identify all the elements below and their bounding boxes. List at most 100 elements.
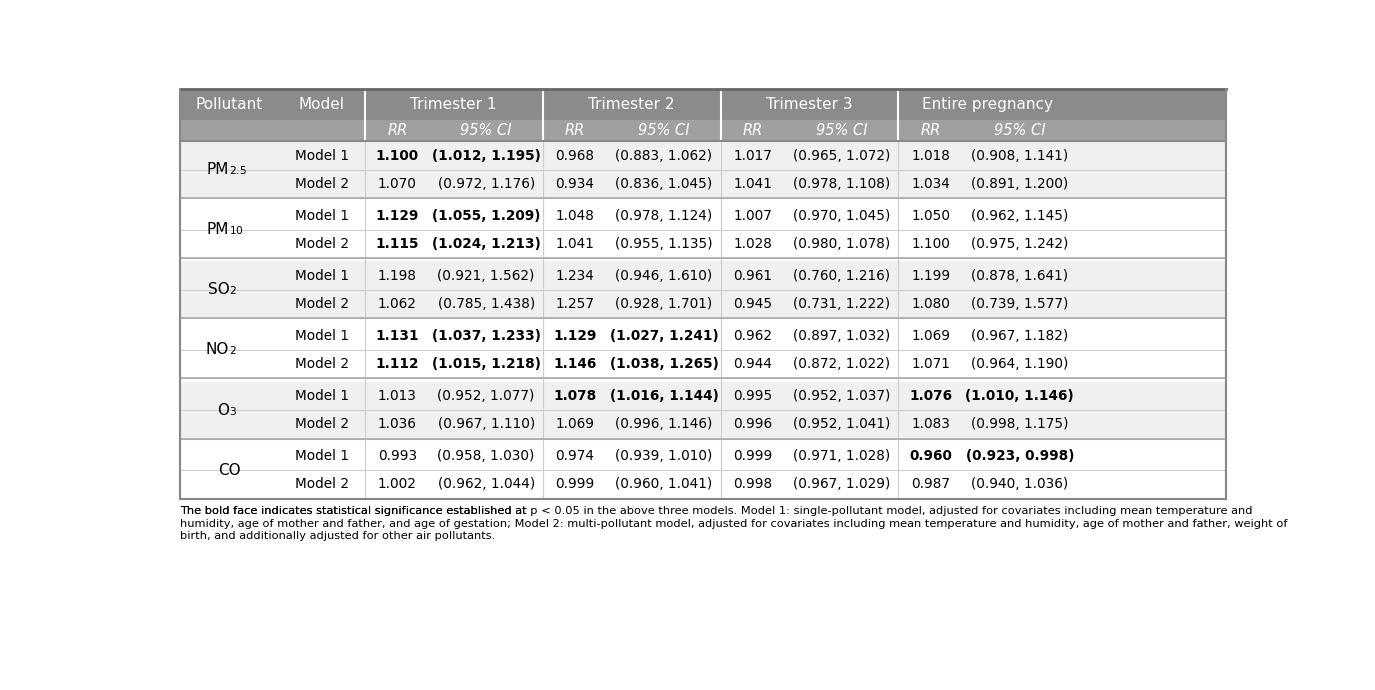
Text: (0.923, 0.998): (0.923, 0.998) [965, 449, 1074, 463]
Text: 1.100: 1.100 [375, 148, 419, 163]
Bar [180, 410, 1226, 439]
Text: Model 1: Model 1 [294, 208, 349, 223]
Bar [180, 230, 1226, 258]
Text: (0.897, 1.032): (0.897, 1.032) [793, 328, 891, 343]
Text: RR: RR [388, 123, 407, 138]
Bar [180, 442, 1226, 470]
Bar [180, 382, 1226, 410]
Text: 1.062: 1.062 [378, 297, 417, 311]
Bar [180, 262, 1226, 290]
Text: Model 2: Model 2 [294, 297, 349, 311]
Text: The bold face indicates statistical significance established at p < 0.05 in the : The bold face indicates statistical sign… [180, 506, 1253, 516]
Text: (0.978, 1.108): (0.978, 1.108) [793, 177, 891, 191]
Text: 1.100: 1.100 [912, 237, 950, 251]
Text: 0.995: 0.995 [733, 388, 773, 403]
Text: (0.967, 1.110): (0.967, 1.110) [437, 417, 535, 431]
Text: Model 1: Model 1 [294, 388, 349, 403]
Text: 1.257: 1.257 [556, 297, 594, 311]
Bar [180, 470, 1226, 499]
Text: 1.198: 1.198 [378, 268, 417, 283]
Text: Model 2: Model 2 [294, 357, 349, 371]
Text: (0.760, 1.216): (0.760, 1.216) [793, 268, 891, 283]
Text: (0.970, 1.045): (0.970, 1.045) [793, 208, 891, 223]
Text: Model 1: Model 1 [294, 148, 349, 163]
Text: (0.946, 1.610): (0.946, 1.610) [616, 268, 712, 283]
Text: $_{2}$: $_{2}$ [230, 342, 236, 357]
Text: The bold face indicates statistical significance established at: The bold face indicates statistical sign… [180, 506, 529, 516]
Text: PM: PM [208, 162, 230, 177]
Text: 0.974: 0.974 [556, 449, 594, 463]
Text: (1.038, 1.265): (1.038, 1.265) [609, 357, 718, 371]
Bar [180, 201, 1226, 230]
Text: birth, and additionally adjusted for other air pollutants.: birth, and additionally adjusted for oth… [180, 531, 495, 541]
Text: (0.739, 1.577): (0.739, 1.577) [971, 297, 1068, 311]
Text: Model 1: Model 1 [294, 328, 349, 343]
Text: 1.002: 1.002 [378, 477, 417, 491]
Text: 1.112: 1.112 [375, 357, 419, 371]
Text: 0.961: 0.961 [733, 268, 773, 283]
Text: (0.872, 1.022): (0.872, 1.022) [793, 357, 891, 371]
Text: 1.129: 1.129 [553, 328, 597, 343]
Text: Trimester 2: Trimester 2 [588, 97, 675, 112]
Text: (1.024, 1.213): (1.024, 1.213) [432, 237, 540, 251]
Text: (1.055, 1.209): (1.055, 1.209) [432, 208, 540, 223]
Text: 1.131: 1.131 [375, 328, 419, 343]
Text: $_{2.5}$: $_{2.5}$ [230, 162, 247, 177]
Text: (1.015, 1.218): (1.015, 1.218) [432, 357, 540, 371]
Text: (0.908, 1.141): (0.908, 1.141) [971, 148, 1068, 163]
Text: 1.069: 1.069 [912, 328, 950, 343]
Bar [180, 322, 1226, 350]
Text: humidity, age of mother and father, and age of gestation; Model 2: multi-polluta: humidity, age of mother and father, and … [180, 519, 1287, 529]
Text: (0.928, 1.701): (0.928, 1.701) [616, 297, 712, 311]
Text: (0.967, 1.029): (0.967, 1.029) [793, 477, 891, 491]
Text: Model 2: Model 2 [294, 417, 349, 431]
Text: Trimester 1: Trimester 1 [411, 97, 496, 112]
Text: 95% CI: 95% CI [817, 123, 868, 138]
Text: (0.996, 1.146): (0.996, 1.146) [616, 417, 712, 431]
Text: (1.037, 1.233): (1.037, 1.233) [432, 328, 540, 343]
Text: (0.965, 1.072): (0.965, 1.072) [793, 148, 891, 163]
Text: (0.836, 1.045): (0.836, 1.045) [616, 177, 712, 191]
Text: Pollutant: Pollutant [195, 97, 263, 112]
Text: 1.028: 1.028 [733, 237, 773, 251]
Text: 0.968: 0.968 [556, 148, 594, 163]
Text: SO: SO [208, 282, 230, 297]
Text: $_{10}$: $_{10}$ [230, 222, 245, 237]
Text: (0.980, 1.078): (0.980, 1.078) [793, 237, 891, 251]
Text: Model 2: Model 2 [294, 237, 349, 251]
Text: (0.958, 1.030): (0.958, 1.030) [437, 449, 535, 463]
Text: Model 1: Model 1 [294, 449, 349, 463]
Text: 0.944: 0.944 [733, 357, 773, 371]
Text: PM: PM [208, 222, 230, 237]
Text: 95% CI: 95% CI [638, 123, 690, 138]
Text: Model 2: Model 2 [294, 477, 349, 491]
Text: 1.048: 1.048 [556, 208, 594, 223]
Text: (1.027, 1.241): (1.027, 1.241) [609, 328, 718, 343]
Text: CO: CO [219, 462, 241, 477]
Bar [180, 350, 1226, 379]
Text: Model 1: Model 1 [294, 268, 349, 283]
Text: RR: RR [921, 123, 940, 138]
Text: 1.129: 1.129 [375, 208, 419, 223]
Text: NO: NO [206, 342, 230, 357]
Text: 0.996: 0.996 [733, 417, 773, 431]
Text: RR: RR [565, 123, 586, 138]
Text: 1.041: 1.041 [556, 237, 594, 251]
Text: (0.952, 1.077): (0.952, 1.077) [437, 388, 535, 403]
Text: 1.080: 1.080 [912, 297, 950, 311]
Text: 1.007: 1.007 [733, 208, 773, 223]
Text: 1.115: 1.115 [375, 237, 419, 251]
Text: (0.962, 1.145): (0.962, 1.145) [971, 208, 1068, 223]
Text: 0.987: 0.987 [912, 477, 950, 491]
Text: (0.967, 1.182): (0.967, 1.182) [971, 328, 1068, 343]
Text: (0.960, 1.041): (0.960, 1.041) [616, 477, 712, 491]
Bar [180, 120, 1226, 141]
Text: 1.034: 1.034 [912, 177, 950, 191]
Text: 0.993: 0.993 [378, 449, 417, 463]
Text: 1.069: 1.069 [556, 417, 594, 431]
Text: RR: RR [742, 123, 763, 138]
Text: 1.078: 1.078 [554, 388, 597, 403]
Text: O: O [217, 402, 230, 417]
Text: 1.050: 1.050 [912, 208, 950, 223]
Text: 1.234: 1.234 [556, 268, 594, 283]
